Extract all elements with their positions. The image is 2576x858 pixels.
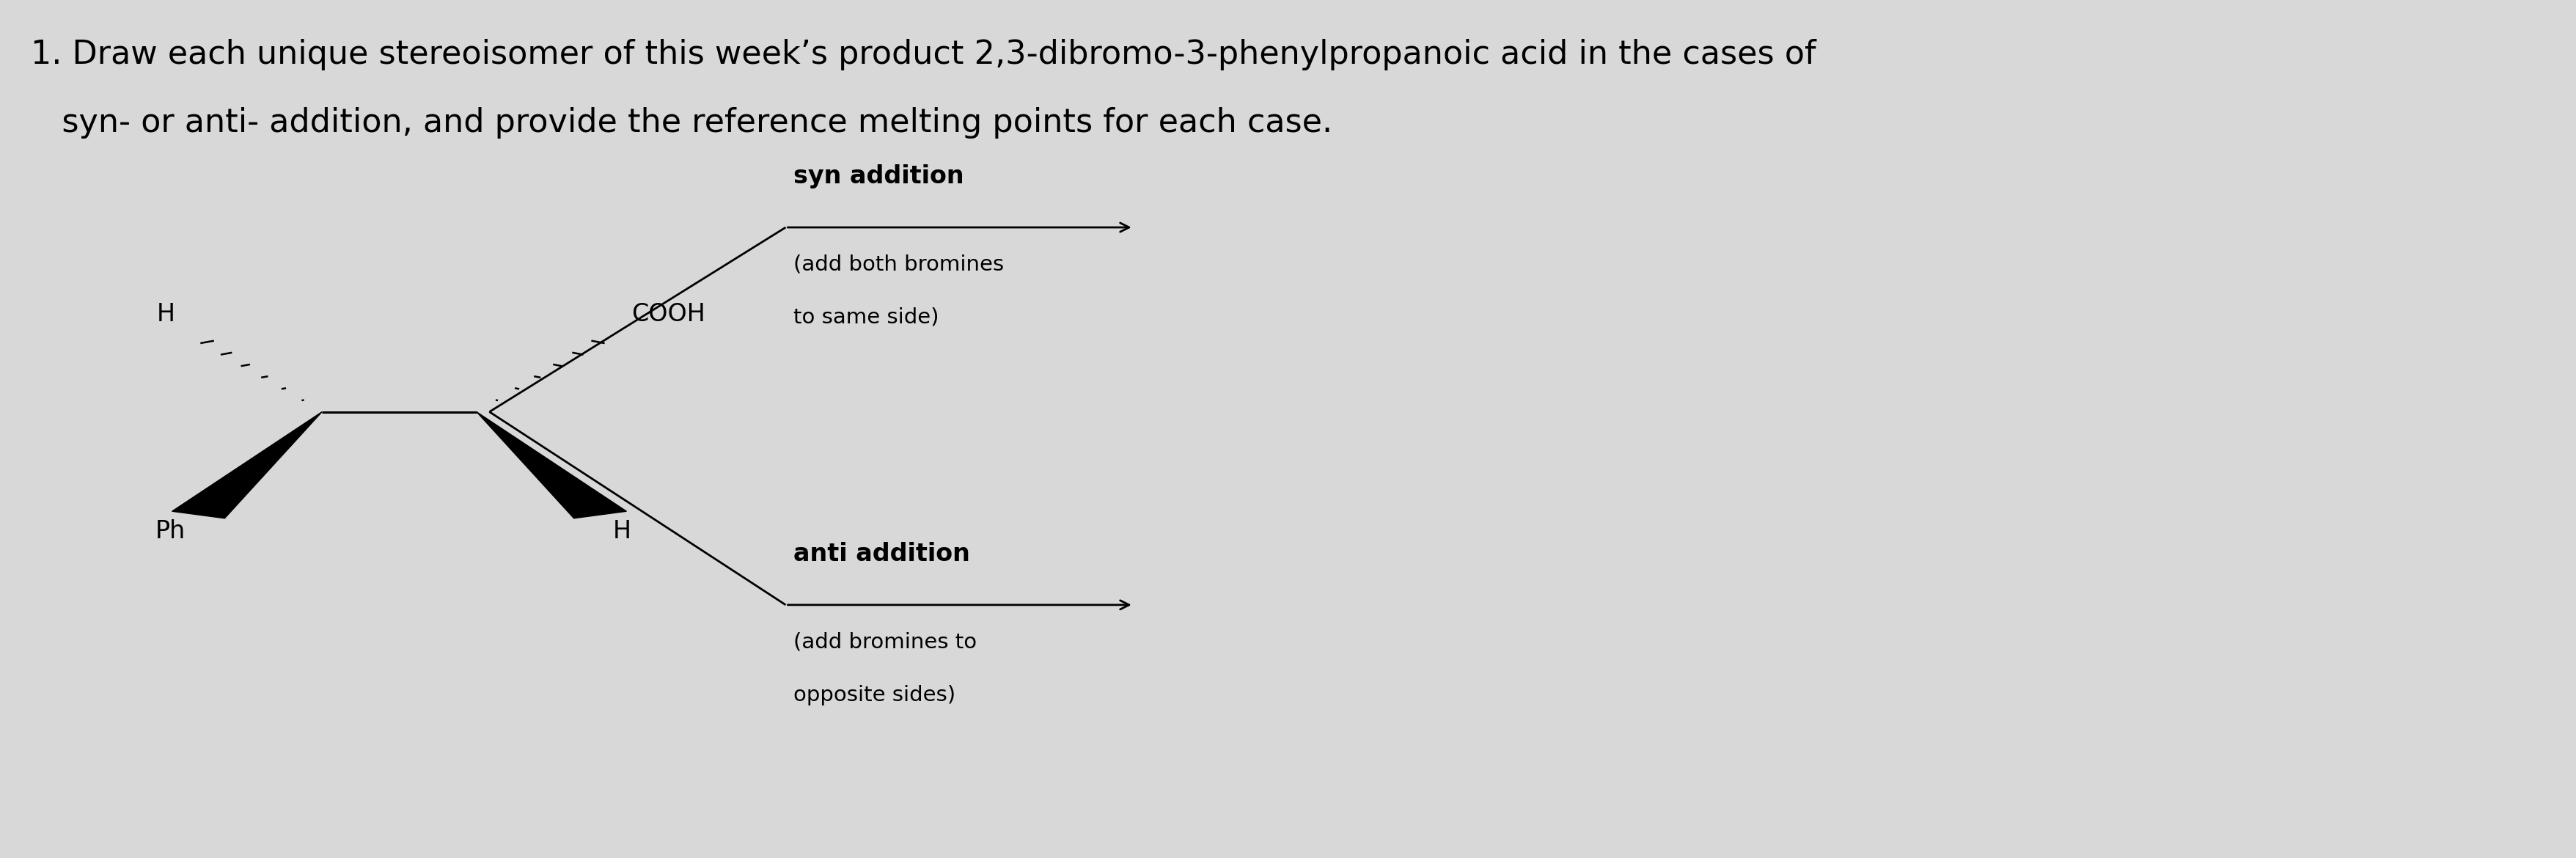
Text: 1. Draw each unique stereoisomer of this week’s product 2,3-dibromo-3-phenylprop: 1. Draw each unique stereoisomer of this… [31,39,1816,70]
Text: H: H [613,519,631,543]
Text: opposite sides): opposite sides) [793,685,956,705]
Polygon shape [173,412,322,518]
Text: COOH: COOH [631,302,706,326]
Text: syn- or anti- addition, and provide the reference melting points for each case.: syn- or anti- addition, and provide the … [31,107,1332,139]
Polygon shape [477,412,626,518]
Text: (add both bromines: (add both bromines [793,254,1005,275]
Text: anti addition: anti addition [793,542,971,566]
Text: to same side): to same side) [793,307,940,328]
Text: H: H [157,302,175,326]
Text: Ph: Ph [155,519,185,543]
Text: (add bromines to: (add bromines to [793,631,976,652]
Text: syn addition: syn addition [793,165,963,189]
